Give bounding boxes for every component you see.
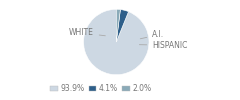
Text: WHITE: WHITE <box>69 28 105 37</box>
Wedge shape <box>116 9 120 42</box>
Legend: 93.9%, 4.1%, 2.0%: 93.9%, 4.1%, 2.0% <box>47 81 155 96</box>
Wedge shape <box>116 10 129 42</box>
Wedge shape <box>84 9 149 75</box>
Text: HISPANIC: HISPANIC <box>139 41 188 50</box>
Text: A.I.: A.I. <box>140 30 164 39</box>
